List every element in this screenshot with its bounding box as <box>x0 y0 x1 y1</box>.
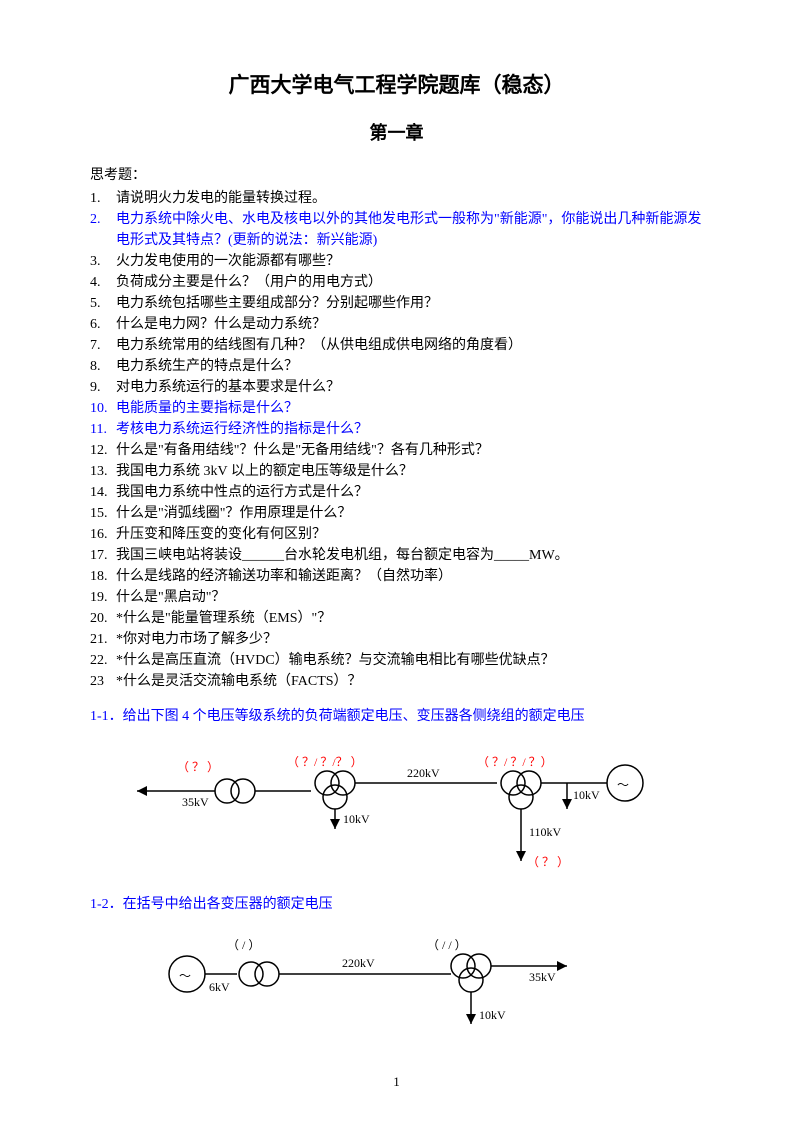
q3-label: （ ？/ ？/ ？） <box>477 755 553 769</box>
question-number: 12. <box>90 440 116 461</box>
question-item: 17.我国三峡电站将装设______台水轮发电机组，每台额定电容为_____MW… <box>90 545 703 566</box>
question-number: 22. <box>90 650 116 671</box>
question-item: 11.考核电力系统运行经济性的指标是什么？ <box>90 419 703 440</box>
v-110kv: 110kV <box>529 825 562 839</box>
question-number: 15. <box>90 503 116 524</box>
page-number: 1 <box>90 1072 703 1092</box>
question-item: 8.电力系统生产的特点是什么？ <box>90 356 703 377</box>
question-text: 升压变和降压变的变化有何区别？ <box>116 524 326 545</box>
question-item: 22.*什么是高压直流（HVDC）输电系统？与交流输电相比有哪些优缺点？ <box>90 650 703 671</box>
question-text: 我国三峡电站将装设______台水轮发电机组，每台额定电容为_____MW。 <box>116 545 569 566</box>
question-number: 5. <box>90 293 116 314</box>
q1-label: （ ？ ） <box>177 760 219 774</box>
question-text: 电力系统常用的结线图有几种？（从供电组成供电网络的角度看） <box>116 335 522 356</box>
question-item: 7.电力系统常用的结线图有几种？（从供电组成供电网络的角度看） <box>90 335 703 356</box>
p1-label: （ / ） <box>227 938 260 952</box>
question-number: 19. <box>90 587 116 608</box>
question-text: *什么是高压直流（HVDC）输电系统？与交流输电相比有哪些优缺点？ <box>116 650 555 671</box>
question-text: 电力系统中除火电、水电及核电以外的其他发电形式一般称为"新能源"，你能说出几种新… <box>116 209 703 251</box>
v-10kv-2: 10kV <box>479 1008 506 1022</box>
question-item: 4.负荷成分主要是什么？（用户的用电方式） <box>90 272 703 293</box>
question-item: 5.电力系统包括哪些主要组成部分？分别起哪些作用？ <box>90 293 703 314</box>
question-number: 11. <box>90 419 116 440</box>
question-item: 21.*你对电力市场了解多少？ <box>90 629 703 650</box>
v-10kv-b: 10kV <box>573 788 600 802</box>
v-35kv: 35kV <box>182 795 209 809</box>
v-220kv: 220kV <box>407 766 440 780</box>
question-number: 3. <box>90 251 116 272</box>
question-item: 16.升压变和降压变的变化有何区别？ <box>90 524 703 545</box>
question-number: 8. <box>90 356 116 377</box>
diagram-1-2: ～ 6kV （ / ） 220kV （ / / ） 35kV 10kV <box>90 919 703 1046</box>
q4-label: （ ？ ） <box>527 855 569 869</box>
question-text: 电力系统包括哪些主要组成部分？分别起哪些作用？ <box>116 293 438 314</box>
question-number: 1. <box>90 188 116 209</box>
diagram-1-1: （ ？ ） 35kV （ ？/ ？/？ ） 10kV 220kV （ ？/ ？/… <box>90 731 703 888</box>
v-220kv-2: 220kV <box>342 956 375 970</box>
question-item: 9.对电力系统运行的基本要求是什么？ <box>90 377 703 398</box>
gen-symbol: ～ <box>617 778 629 792</box>
gen-symbol-2: ～ <box>179 969 191 983</box>
chapter-title: 第一章 <box>90 120 703 147</box>
question-number: 20. <box>90 608 116 629</box>
question-text: 火力发电使用的一次能源都有哪些？ <box>116 251 340 272</box>
question-text: *什么是灵活交流输电系统（FACTS）？ <box>116 671 362 692</box>
question-text: 电能质量的主要指标是什么？ <box>116 398 298 419</box>
question-number: 13. <box>90 461 116 482</box>
q2-label: （ ？/ ？/？ ） <box>287 755 363 769</box>
question-number: 6. <box>90 314 116 335</box>
question-item: 20.*什么是"能量管理系统（EMS）"？ <box>90 608 703 629</box>
question-item: 18.什么是线路的经济输送功率和输送距离？（自然功率） <box>90 566 703 587</box>
question-number: 23 <box>90 671 116 692</box>
question-item: 15.什么是"消弧线圈"？作用原理是什么？ <box>90 503 703 524</box>
question-text: 什么是电力网？什么是动力系统？ <box>116 314 326 335</box>
question-text: 什么是"消弧线圈"？作用原理是什么？ <box>116 503 351 524</box>
problem-1-1: 1-1．给出下图 4 个电压等级系统的负荷端额定电压、变压器各侧绕组的额定电压 <box>90 706 703 727</box>
question-text: 对电力系统运行的基本要求是什么？ <box>116 377 340 398</box>
question-number: 10. <box>90 398 116 419</box>
question-number: 14. <box>90 482 116 503</box>
question-item: 23 *什么是灵活交流输电系统（FACTS）？ <box>90 671 703 692</box>
question-text: 负荷成分主要是什么？（用户的用电方式） <box>116 272 382 293</box>
question-text: 我国电力系统中性点的运行方式是什么？ <box>116 482 368 503</box>
question-text: 什么是"有备用结线"？什么是"无备用结线"？各有几种形式？ <box>116 440 489 461</box>
v-35kv-2: 35kV <box>529 970 556 984</box>
question-item: 14.我国电力系统中性点的运行方式是什么？ <box>90 482 703 503</box>
question-item: 6.什么是电力网？什么是动力系统？ <box>90 314 703 335</box>
p2-label: （ / / ） <box>427 938 467 952</box>
question-item: 13.我国电力系统 3kV 以上的额定电压等级是什么？ <box>90 461 703 482</box>
question-text: 请说明火力发电的能量转换过程。 <box>116 188 326 209</box>
question-item: 10.电能质量的主要指标是什么？ <box>90 398 703 419</box>
v-10kv-a: 10kV <box>343 812 370 826</box>
question-number: 9. <box>90 377 116 398</box>
question-text: 我国电力系统 3kV 以上的额定电压等级是什么？ <box>116 461 413 482</box>
question-item: 19.什么是"黑启动"？ <box>90 587 703 608</box>
question-item: 12.什么是"有备用结线"？什么是"无备用结线"？各有几种形式？ <box>90 440 703 461</box>
question-list: 1.请说明火力发电的能量转换过程。2.电力系统中除火电、水电及核电以外的其他发电… <box>90 188 703 692</box>
question-text: 考核电力系统运行经济性的指标是什么？ <box>116 419 368 440</box>
problem-1-2: 1-2．在括号中给出各变压器的额定电压 <box>90 894 703 915</box>
page-title: 广西大学电气工程学院题库（稳态） <box>90 70 703 102</box>
question-text: 什么是"黑启动"？ <box>116 587 225 608</box>
question-item: 3.火力发电使用的一次能源都有哪些？ <box>90 251 703 272</box>
question-number: 21. <box>90 629 116 650</box>
v-6kv: 6kV <box>209 980 230 994</box>
question-text: *你对电力市场了解多少？ <box>116 629 277 650</box>
question-number: 2. <box>90 209 116 251</box>
question-number: 4. <box>90 272 116 293</box>
section-header: 思考题： <box>90 165 703 186</box>
question-number: 16. <box>90 524 116 545</box>
question-item: 2.电力系统中除火电、水电及核电以外的其他发电形式一般称为"新能源"，你能说出几… <box>90 209 703 251</box>
question-text: *什么是"能量管理系统（EMS）"？ <box>116 608 331 629</box>
question-item: 1.请说明火力发电的能量转换过程。 <box>90 188 703 209</box>
question-number: 7. <box>90 335 116 356</box>
question-text: 电力系统生产的特点是什么？ <box>116 356 298 377</box>
question-number: 18. <box>90 566 116 587</box>
question-number: 17. <box>90 545 116 566</box>
question-text: 什么是线路的经济输送功率和输送距离？（自然功率） <box>116 566 452 587</box>
